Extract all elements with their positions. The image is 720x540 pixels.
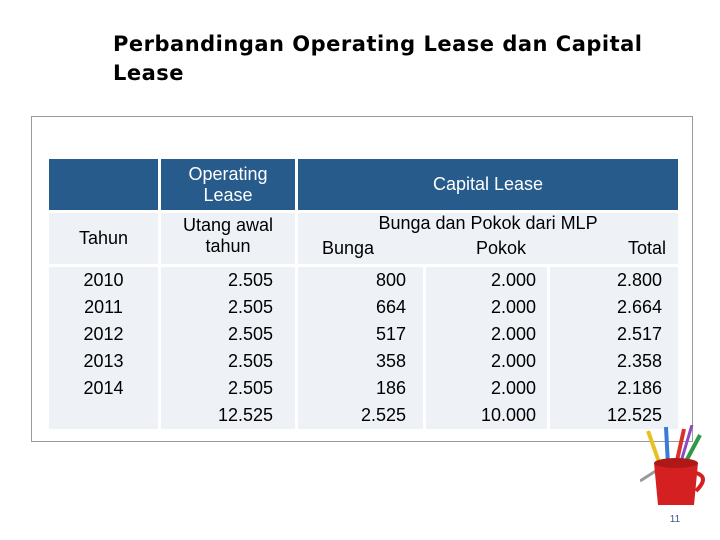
bunga-pokok-mlp-label: Bunga dan Pokok dari MLP — [378, 213, 598, 233]
utang-awal-list: 2.505 2.505 2.505 2.505 2.505 12.525 — [161, 267, 273, 429]
years-cell: 2010 2011 2012 2013 2014 — [49, 267, 161, 432]
pokok-value: 2.000 — [490, 270, 536, 290]
pokok-cell: 2.000 2.000 2.000 2.000 2.000 10.000 — [426, 267, 550, 432]
bunga-value: 664 — [375, 297, 406, 317]
year-value: 2014 — [83, 378, 124, 398]
capital-column-labels: Bunga Pokok Total — [298, 238, 678, 259]
pencil-cup-icon — [640, 425, 705, 505]
total-value: 2.186 — [616, 378, 663, 398]
utang-awal-header: Utang awal tahun — [161, 213, 298, 267]
comparison-table: Operating Lease Capital Lease Tahun Utan… — [49, 159, 679, 432]
year-value: 2010 — [83, 270, 124, 290]
bunga-list: 800 664 517 358 186 2.525 — [298, 267, 406, 429]
capital-lease-header: Capital Lease — [298, 159, 679, 213]
utang-awal-cell: 2.505 2.505 2.505 2.505 2.505 12.525 — [161, 267, 298, 432]
tahun-header-label: Tahun — [78, 228, 129, 248]
bunga-column-label: Bunga — [322, 238, 375, 258]
page-number: 11 — [669, 514, 681, 525]
operating-lease-header-text: Operating Lease — [188, 163, 268, 205]
total-value: 2.800 — [616, 270, 663, 290]
tahun-header-blank — [49, 159, 161, 213]
bunga-value: 800 — [375, 270, 406, 290]
utang-awal-value: 2.505 — [227, 270, 273, 290]
year-value: 2011 — [84, 297, 123, 317]
utang-awal-total: 12.525 — [217, 405, 273, 425]
operating-lease-header: Operating Lease — [161, 159, 298, 213]
utang-awal-value: 2.505 — [227, 324, 273, 344]
slide-title: Perbandingan Operating Lease dan Capital… — [113, 32, 643, 85]
total-value: 2.517 — [616, 324, 663, 344]
years-list: 2010 2011 2012 2013 2014 — [49, 267, 158, 402]
year-value: 2012 — [83, 324, 124, 344]
tahun-header: Tahun — [49, 213, 161, 267]
utang-awal-value: 2.505 — [227, 378, 273, 398]
pokok-column-label: Pokok — [476, 238, 527, 258]
bunga-cell: 800 664 517 358 186 2.525 — [298, 267, 426, 432]
total-value: 2.664 — [616, 297, 663, 317]
year-value: 2013 — [83, 351, 124, 371]
total-list: 2.800 2.664 2.517 2.358 2.186 12.525 — [550, 267, 662, 429]
capital-subheader: Bunga dan Pokok dari MLP Bunga Pokok Tot… — [298, 213, 679, 267]
total-total: 12.525 — [606, 405, 663, 425]
total-column-label: Total — [627, 238, 666, 258]
pokok-value: 2.000 — [490, 324, 536, 344]
bunga-total: 2.525 — [360, 405, 406, 425]
pokok-value: 2.000 — [490, 351, 536, 371]
pokok-list: 2.000 2.000 2.000 2.000 2.000 10.000 — [426, 267, 536, 429]
total-cell: 2.800 2.664 2.517 2.358 2.186 12.525 — [550, 267, 679, 432]
pokok-value: 2.000 — [490, 297, 536, 317]
pokok-value: 2.000 — [490, 378, 536, 398]
bunga-value: 186 — [375, 378, 406, 398]
utang-awal-value: 2.505 — [227, 297, 273, 317]
bunga-value: 517 — [375, 324, 406, 344]
utang-awal-value: 2.505 — [227, 351, 273, 371]
bunga-value: 358 — [375, 351, 406, 371]
total-value: 2.358 — [616, 351, 663, 371]
pokok-total: 10.000 — [480, 405, 536, 425]
